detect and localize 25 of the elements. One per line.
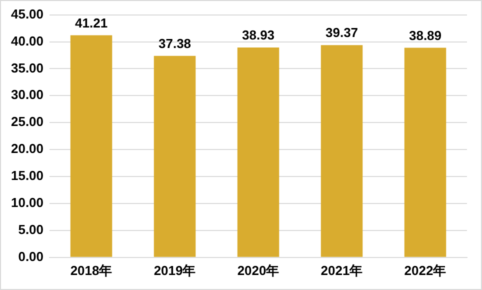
y-tick-label: 10.00: [10, 195, 44, 210]
y-tick-label: 45.00: [10, 6, 44, 22]
x-tick-label: 2021年: [320, 262, 363, 278]
x-tick-label: 2019年: [154, 262, 196, 278]
bar: [70, 35, 112, 257]
data-label: 38.93: [242, 28, 275, 43]
y-tick-label: 5.00: [18, 222, 44, 238]
y-tick-label: 30.00: [10, 87, 44, 102]
y-tick-label: 35.00: [10, 60, 44, 76]
bar: [320, 45, 363, 257]
y-tick-label: 20.00: [10, 141, 44, 156]
x-tick-label: 2018年: [70, 262, 112, 278]
x-tick-label: 2020年: [237, 262, 280, 278]
x-tick-label: 2022年: [404, 262, 446, 278]
y-tick-label: 25.00: [10, 114, 44, 130]
data-label: 41.21: [75, 15, 108, 30]
y-tick-label: 0.00: [18, 248, 44, 264]
data-label: 39.37: [325, 25, 358, 40]
bar: [154, 56, 196, 257]
bar: [237, 48, 280, 257]
y-tick-label: 40.00: [10, 33, 44, 48]
bar: [404, 48, 446, 257]
data-label: 37.38: [158, 36, 192, 51]
data-label: 38.89: [408, 28, 442, 43]
y-tick-label: 15.00: [10, 168, 44, 184]
